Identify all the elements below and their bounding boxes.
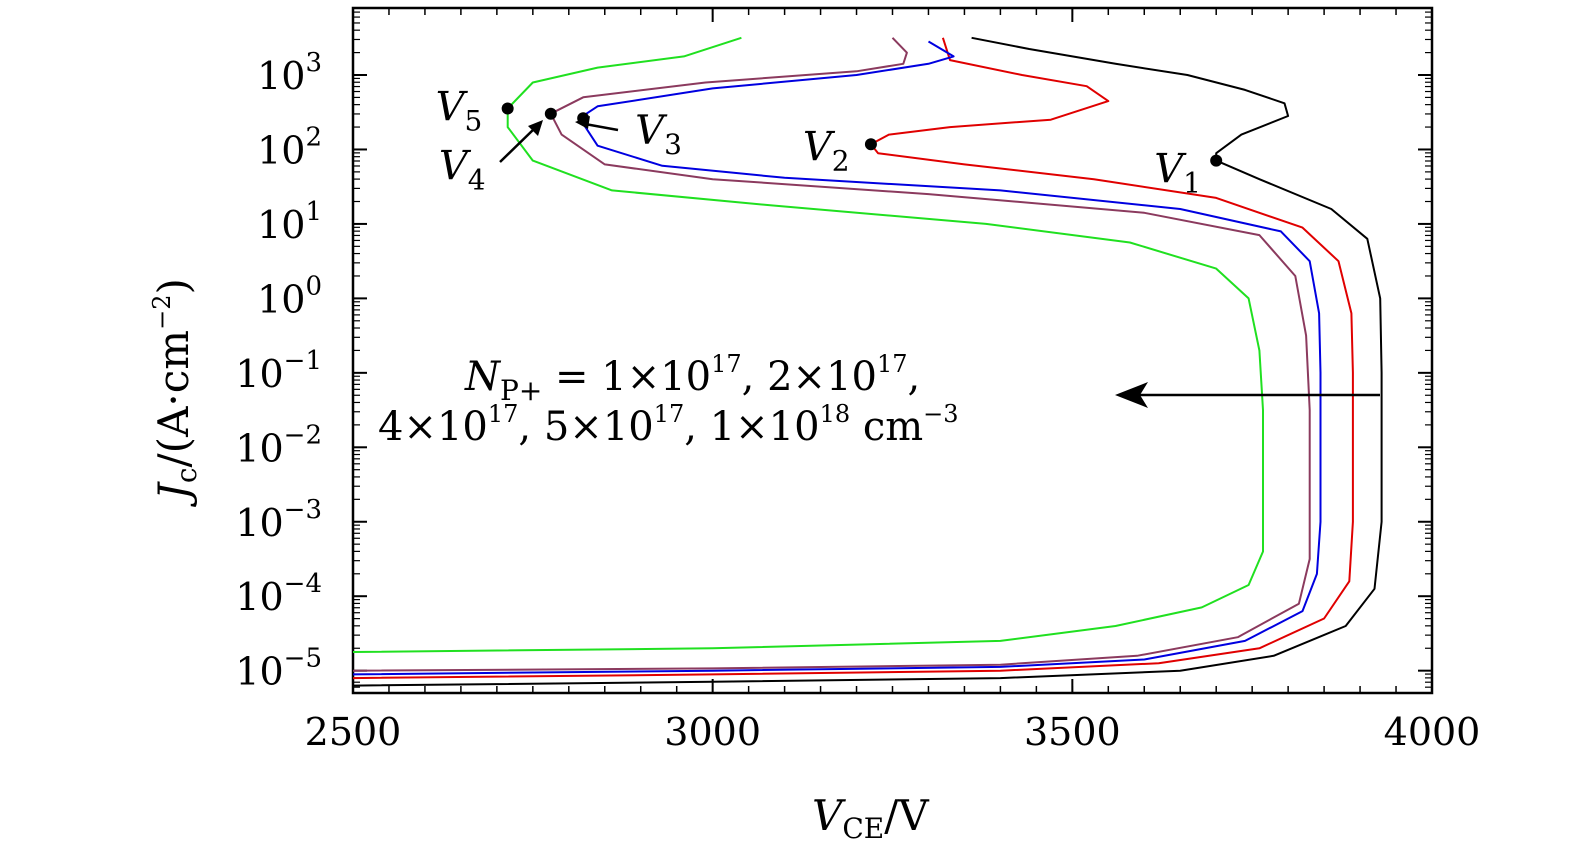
annotation-l2-b: , 5×10 [518,404,653,450]
series-line-5 [352,36,1264,653]
curves [352,36,1383,687]
y-tick-label: 101 [257,197,322,247]
tick-labels: 2500 3000 3500 4000 103 102 101 100 10−1 10−2 10−3… [235,48,1480,754]
x-tick-label: 2500 [305,710,402,754]
y-tick-label: 10−1 [235,346,322,396]
y-axis-unit-close: ) [149,278,198,294]
series-line-4 [352,37,1311,672]
point-label-v2: V2 [803,124,850,177]
x-axis-main: V [812,791,846,840]
x-tick-label: 3000 [664,710,761,754]
y-tick-label: 100 [257,271,322,321]
annotation-n: N [464,354,502,400]
y-tick-label: 103 [257,48,322,98]
series-line-1 [352,36,1383,687]
point-label-v5: V5 [436,85,483,138]
y-axis-main: J [149,481,198,508]
y-tick-label: 10−3 [235,495,322,545]
annotation-exp-a: 17 [711,350,742,378]
x-axis-unit: /V [884,791,929,840]
y-tick-label: 10−2 [235,420,322,470]
point-label-v1: V1 [1154,147,1201,200]
annotation-l2-e3: 18 [820,400,851,428]
x-tick-label: 3500 [1024,710,1121,754]
annotation-exp-b: 17 [877,350,908,378]
x-axis-label: VCE/V [812,791,929,845]
point-label-v4: V4 [439,144,486,197]
annotation-l2-c: , 1×10 [684,404,819,450]
v3-pointer-head [575,116,590,129]
annotation-text-c: , [908,354,921,400]
point-v1 [1210,154,1223,167]
x-axis-sub: CE [842,812,884,845]
y-axis-unit: /(A·cm [149,330,198,468]
point-label-v3: V3 [635,108,682,161]
annotation-l2-d: cm [850,404,923,450]
y-axis-sub: c [170,467,203,483]
point-v2 [864,138,877,151]
annotation-line-1: NP+ = 1×1017, 2×1017, [464,350,920,407]
y-tick-label: 102 [257,122,322,172]
annotation-l2-e4: −3 [923,400,958,428]
y-axis-label: Jc/(A·cm−2) [148,278,203,508]
annotation-text-a: = 1×10 [542,354,711,400]
y-axis-unit-sup: −2 [148,295,176,330]
series-line-2 [352,37,1354,680]
series-line-3 [352,40,1322,676]
annotation-l2-e2: 17 [654,400,685,428]
v3-pointer [584,122,619,132]
point-v4 [544,107,557,120]
y-tick-label: 10−4 [235,569,322,619]
annotation-n-sub: P+ [500,374,542,407]
annotation-arrowhead [1115,382,1148,408]
annotation-l2-e1: 17 [488,400,519,428]
v4-pointer [499,127,536,163]
annotation-line-2: 4×1017, 5×1017, 1×1018 cm−3 [378,400,959,450]
y-tick-label: 10−5 [235,644,322,694]
annotation-text-b: , 2×10 [742,354,877,400]
points: V1 V2 V3 V4 V5 [436,85,1223,200]
annotation-l2-a: 4×10 [378,404,488,450]
point-v5 [501,102,514,115]
x-tick-label: 4000 [1384,710,1481,754]
v4-pointer-head [528,120,543,136]
ticks [352,8,1433,693]
